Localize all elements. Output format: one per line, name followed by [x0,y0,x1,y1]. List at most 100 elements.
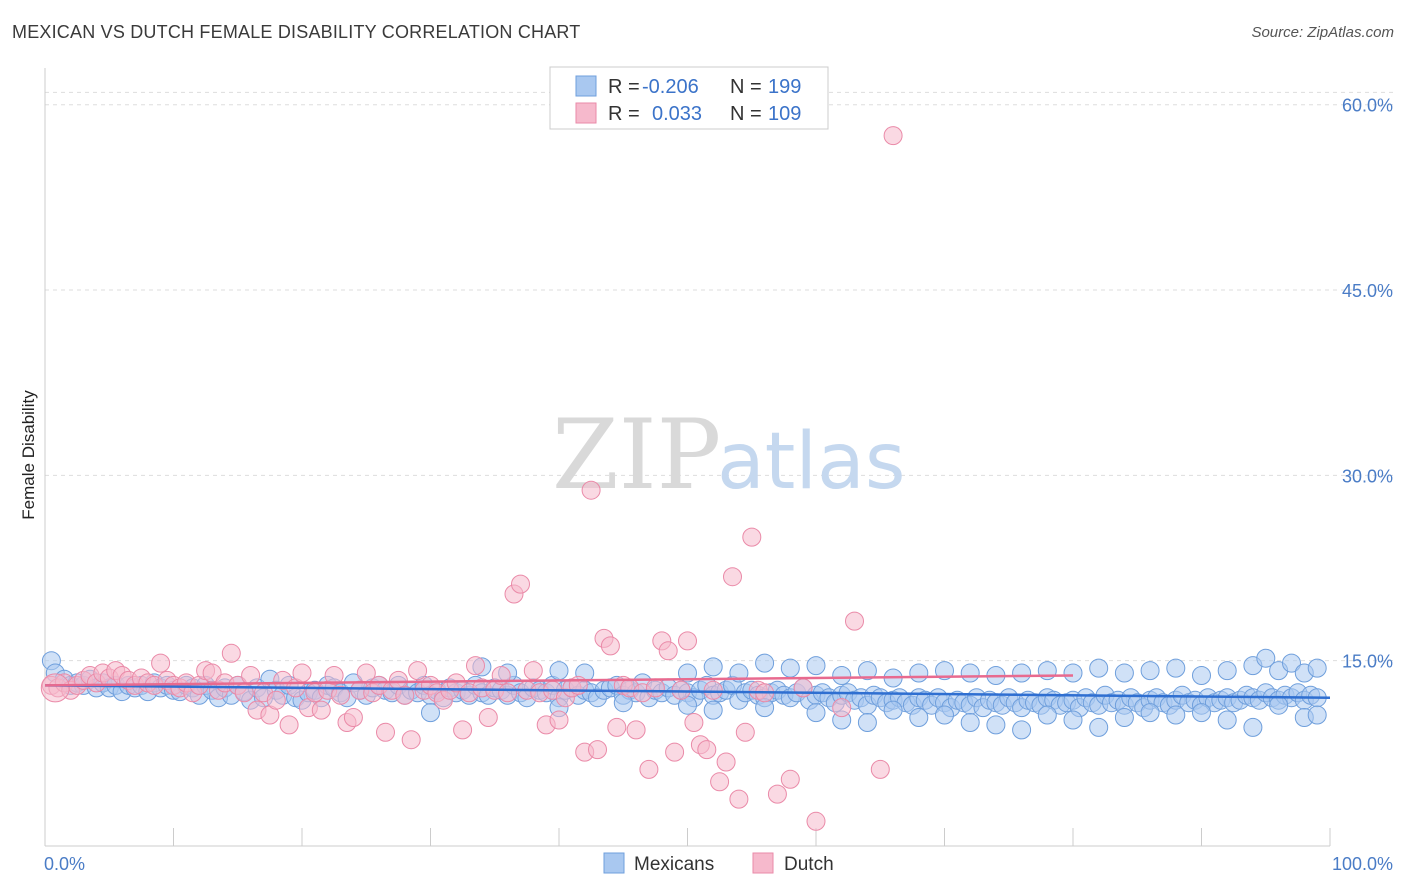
mexicans-point [1243,717,1263,737]
legend-n-label-mexicans: N = [730,76,762,98]
dutch-point [780,769,800,789]
dutch-point [767,784,787,804]
mexicans-point [1063,710,1083,730]
mexicans-point [935,705,954,725]
dutch-point [478,708,498,727]
mexicans-point [832,666,852,685]
dutch-point [279,715,299,735]
dutch-point [343,708,363,727]
mexicans-point [1140,703,1160,723]
y-tick-label: 60.0% [1342,96,1393,116]
dutch-point [710,772,730,792]
mexicans-point [549,661,569,681]
dutch-point [832,698,852,718]
mexicans-point [780,658,800,678]
dutch-point [600,636,620,656]
legend-n-value-dutch: 109 [768,103,801,125]
mexicans-point [857,713,877,732]
dutch-point [221,643,241,663]
legend-r-label-dutch: R = [608,103,640,125]
grid-lines [45,91,1395,662]
legend-n-label-dutch: N = [730,103,762,125]
mexicans-point [960,663,980,683]
mexicans-point [1114,663,1134,683]
mexicans-point [678,663,697,683]
watermark-atlas: atlas [717,417,906,507]
mexicans-point [883,700,903,720]
y-tick-label: 15.0% [1342,652,1393,672]
dutch-point [845,611,864,631]
mexicans-point [806,703,826,723]
dutch-point [742,527,762,547]
legend-swatch-dutch-bottom [752,852,774,874]
legend-n-value-mexicans: 199 [768,76,801,98]
axes [44,68,1331,847]
mexicans-point [1307,705,1327,725]
mexicans-point [1269,695,1289,715]
dutch-point [549,710,569,730]
dutch-point [684,713,704,732]
dutch-point [292,663,312,683]
series-legend: Mexicans Dutch [603,852,834,875]
mexicans-point [806,656,826,676]
dutch-point [703,680,723,700]
dutch-point [870,759,890,779]
mexicans-point [935,661,954,681]
source-label: Source: ZipAtlas.com [1251,24,1394,41]
dutch-point [311,700,331,720]
dutch-point [793,678,813,698]
dutch-point [466,656,485,676]
dutch-point [446,673,466,693]
mexicans-point [857,661,877,681]
mexicans-point [1166,658,1186,678]
dutch-point [151,653,171,673]
dutch-point [331,685,351,705]
trend-line-mexicans [44,684,1331,699]
dutch-point [241,666,261,685]
dutch-point [202,663,222,683]
mexicans-point [1192,703,1211,723]
mexicans-point [1012,663,1032,683]
watermark: ZIP atlas [552,399,906,511]
dutch-point [806,811,826,831]
dutch-point [395,685,415,705]
mexicans-point [1063,663,1083,683]
dutch-point [658,641,678,661]
dutch-point [626,720,646,740]
mexicans-point [1307,658,1327,678]
dutch-point [883,126,903,146]
mexicans-point [1217,661,1237,681]
dutch-point [665,742,685,762]
mexicans-point [1114,708,1134,727]
mexicans-point [1192,666,1211,685]
dutch-point [723,567,742,587]
dutch-point [453,720,473,740]
mexicans-point [755,653,775,673]
legend-swatch-dutch [575,102,597,124]
legend-r-value-mexicans: -0.206 [642,76,699,98]
watermark-zip: ZIP [552,399,721,511]
dutch-point-cluster [40,673,70,703]
dutch-point [639,759,659,779]
x-tick-label-min: 0.0% [44,854,85,874]
legend-r-value-dutch: 0.033 [652,103,702,125]
dutch-point [498,683,518,703]
mexicans-point [1140,661,1160,681]
legend-label-dutch: Dutch [784,854,834,875]
dutch-point [324,666,344,685]
dutch-point [408,661,428,681]
mexicans-point [909,708,929,727]
mexicans-point [703,657,723,677]
mexicans-point [1282,653,1301,673]
legend-swatch-mexicans-bottom [603,852,625,874]
legend-label-mexicans: Mexicans [634,854,714,875]
dutch-point [511,574,530,594]
mexicans-point [909,663,929,683]
stats-legend: R = -0.206 N = 199 R = 0.033 N = 109 [549,66,829,130]
y-axis-label: Female Disability [19,390,38,520]
mexicans-point [1089,717,1109,737]
dutch-point [607,717,627,737]
dutch-point [697,740,717,760]
legend-r-label-mexicans: R = [608,76,640,98]
